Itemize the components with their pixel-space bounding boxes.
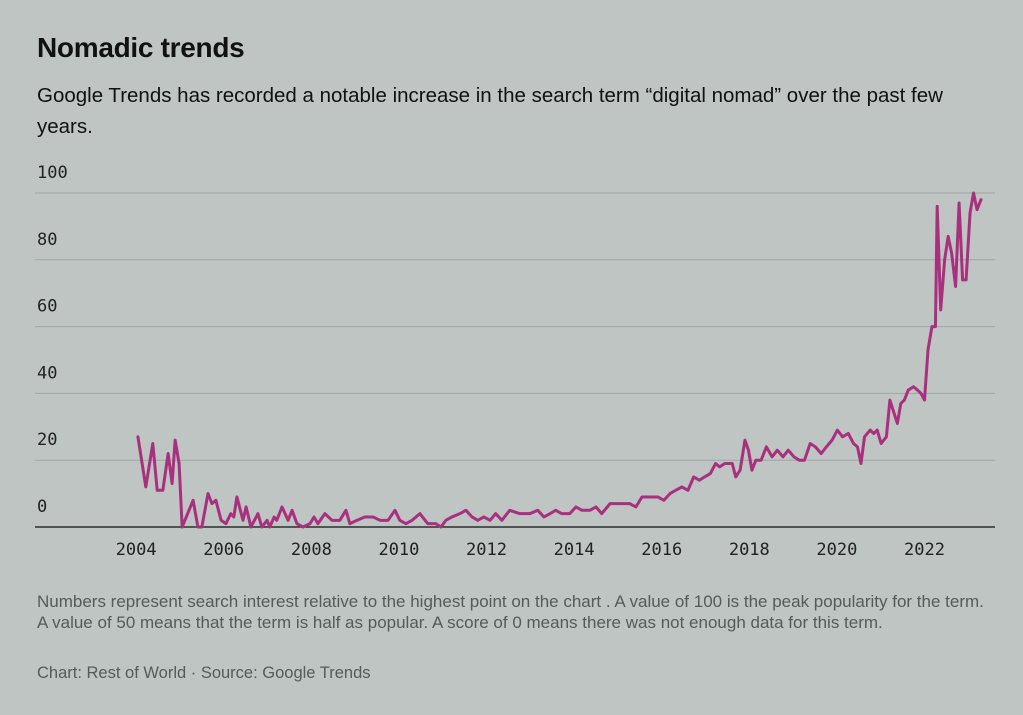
x-tick-label: 2018 [729, 540, 770, 560]
x-tick-label: 2020 [816, 540, 857, 560]
x-tick-label: 2006 [203, 540, 244, 560]
y-tick-label: 20 [37, 430, 57, 450]
chart-title: Nomadic trends [37, 32, 245, 63]
chart-subtitle: Google Trends has recorded a notable inc… [37, 84, 943, 138]
x-tick-label: 2012 [466, 540, 507, 560]
x-tick-label: 2010 [378, 540, 419, 560]
y-tick-label: 60 [37, 297, 57, 317]
x-tick-label: 2022 [904, 540, 945, 560]
x-tick-label: 2004 [116, 540, 157, 560]
x-tick-label: 2008 [291, 540, 332, 560]
y-tick-label: 100 [37, 163, 68, 183]
chart-source: Chart: Rest of World · Source: Google Tr… [37, 664, 371, 682]
x-tick-label: 2016 [641, 540, 682, 560]
y-tick-label: 80 [37, 230, 57, 250]
data-line [136, 191, 983, 529]
chart-note: Numbers represent search interest relati… [37, 592, 984, 632]
y-tick-label: 40 [37, 363, 57, 383]
y-tick-label: 0 [37, 497, 47, 517]
x-tick-label: 2014 [554, 540, 595, 560]
